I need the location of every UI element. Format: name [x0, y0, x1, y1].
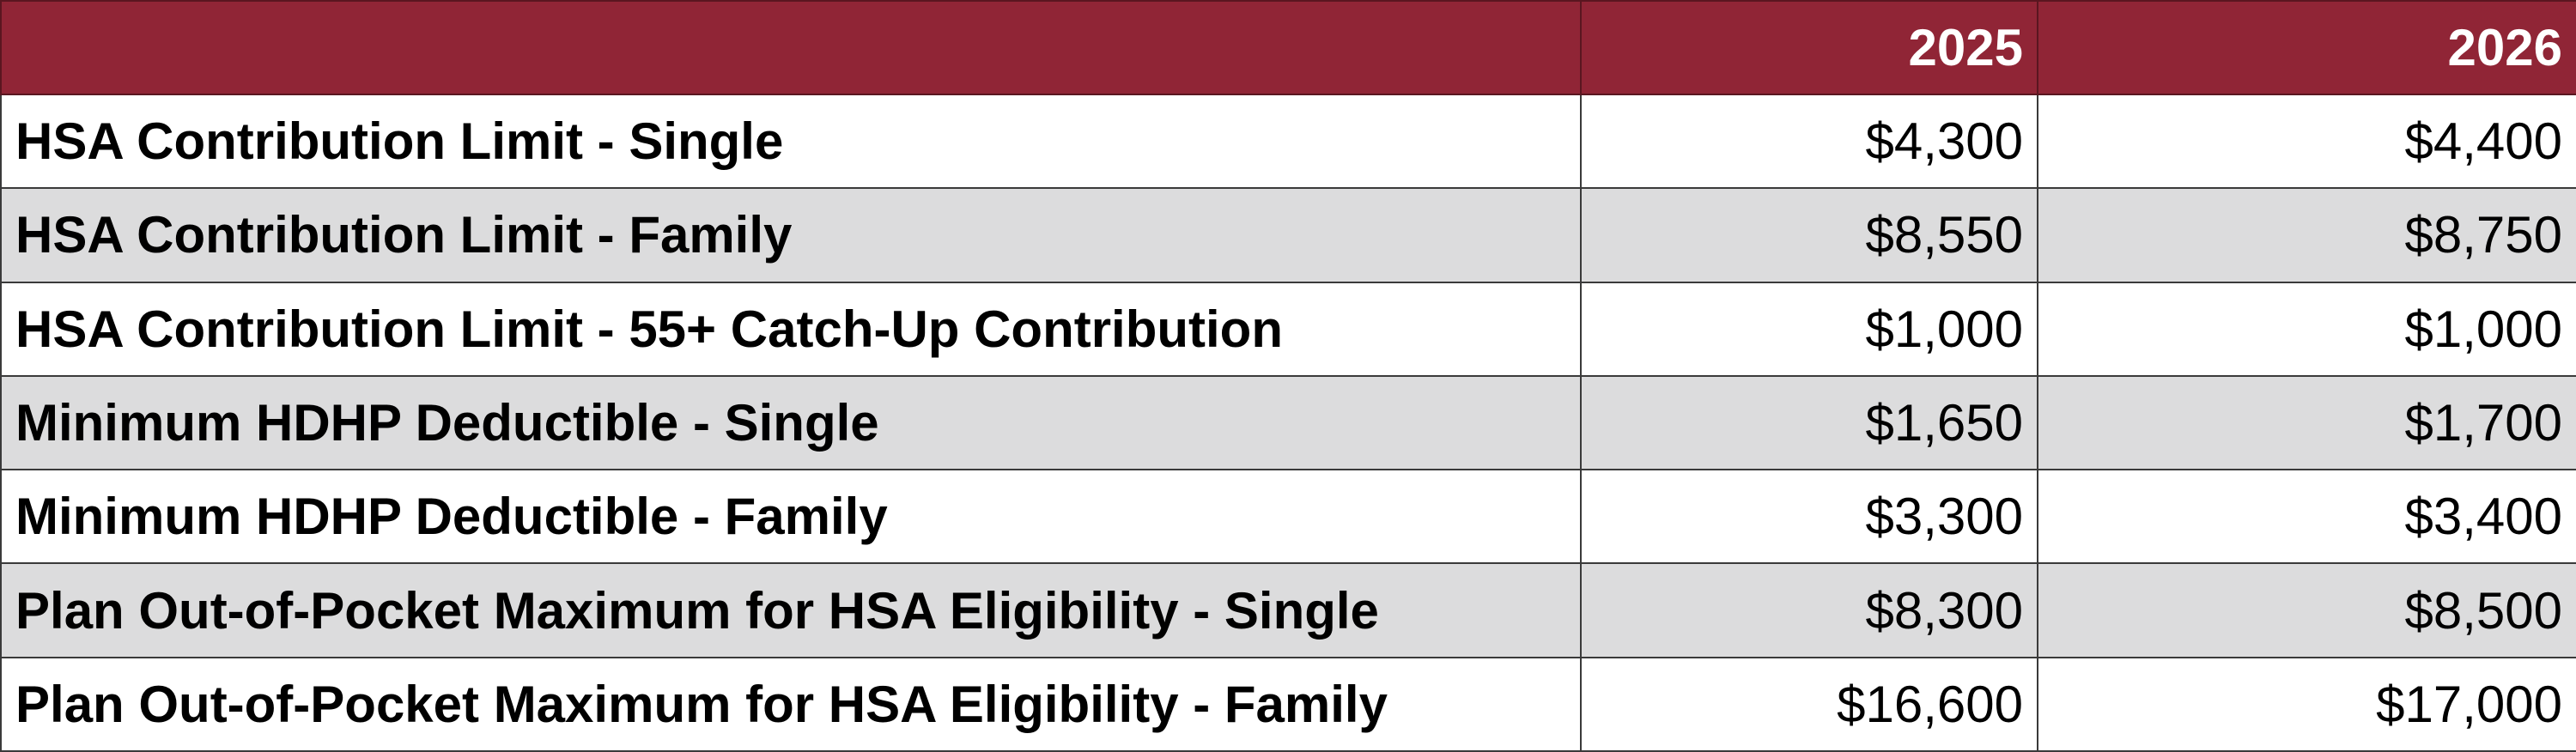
- header-cell: [0, 0, 1582, 95]
- row-label: Minimum HDHP Deductible - Single: [0, 374, 1582, 471]
- value-cell: $3,300: [1580, 469, 2038, 565]
- value-cell: $1,650: [1580, 374, 2038, 471]
- row-label: HSA Contribution Limit - 55+ Catch-Up Co…: [0, 281, 1582, 377]
- table-row: HSA Contribution Limit - Family $8,550 $8,…: [0, 187, 2576, 283]
- row-label: Minimum HDHP Deductible - Family: [0, 469, 1582, 565]
- value-cell: $1,700: [2037, 374, 2576, 471]
- column-header: 2026: [2037, 0, 2576, 95]
- value-cell: $8,300: [1580, 562, 2038, 658]
- value-cell: $1,000: [2037, 281, 2576, 377]
- value-cell: $8,750: [2037, 187, 2576, 283]
- value-cell: $4,400: [2037, 93, 2576, 190]
- value-cell: $16,600: [1580, 656, 2038, 752]
- row-label: Plan Out-of-Pocket Maximum for HSA Eligi…: [0, 656, 1582, 752]
- table-row: Plan Out-of-Pocket Maximum for HSA Eligi…: [0, 562, 2576, 658]
- value-cell: $8,500: [2037, 562, 2576, 658]
- row-label: HSA Contribution Limit - Single: [0, 93, 1582, 190]
- header-row: 2025 2026: [0, 0, 2576, 95]
- table-row: HSA Contribution Limit - Single $4,300 $4,…: [0, 93, 2576, 190]
- value-cell: $17,000: [2037, 656, 2576, 752]
- column-header: 2025: [1580, 0, 2038, 95]
- row-label: HSA Contribution Limit - Family: [0, 187, 1582, 283]
- value-cell: $8,550: [1580, 187, 2038, 283]
- table-row: Minimum HDHP Deductible - Single $1,650 $1…: [0, 374, 2576, 471]
- table-row: HSA Contribution Limit - 55+ Catch-Up Co…: [0, 281, 2576, 377]
- table-row: Plan Out-of-Pocket Maximum for HSA Eligi…: [0, 656, 2576, 752]
- value-cell: $1,000: [1580, 281, 2038, 377]
- table-row: Minimum HDHP Deductible - Family $3,300 $3…: [0, 469, 2576, 565]
- value-cell: $3,400: [2037, 469, 2576, 565]
- value-cell: $4,300: [1580, 93, 2038, 190]
- row-label: Plan Out-of-Pocket Maximum for HSA Eligi…: [0, 562, 1582, 658]
